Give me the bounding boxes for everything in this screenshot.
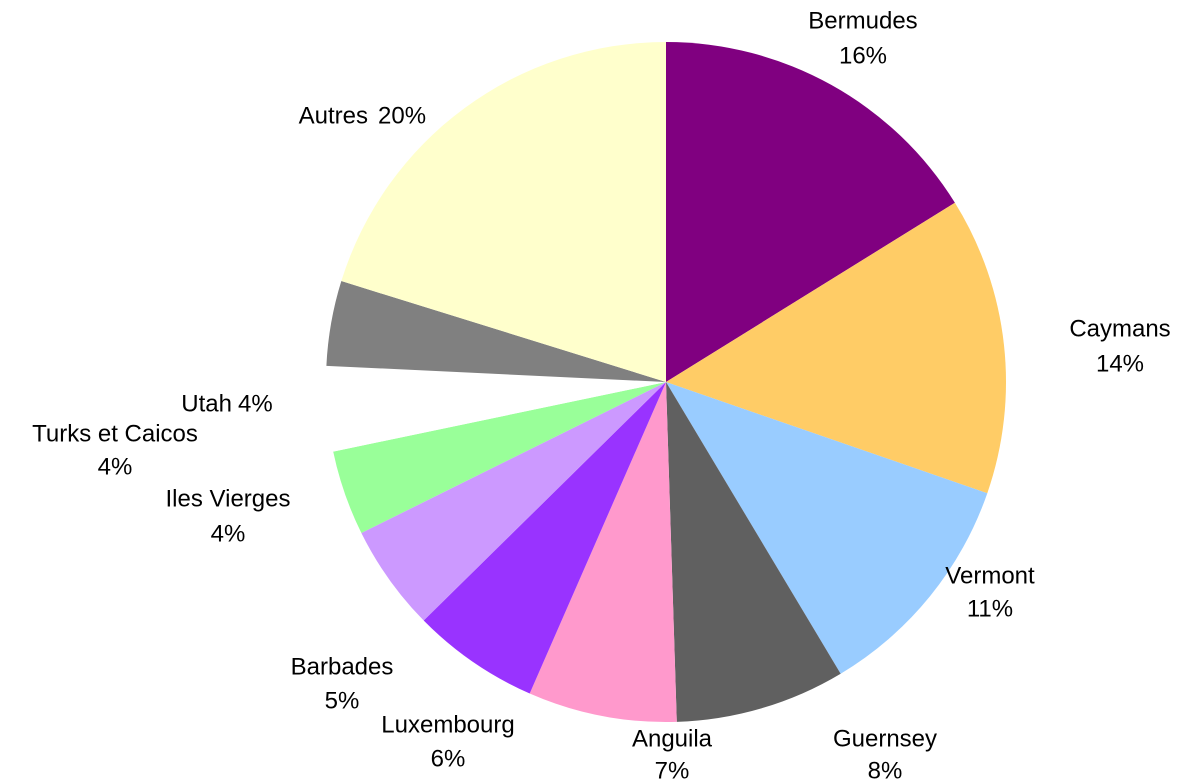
slice-value-label: 20% — [378, 102, 426, 129]
slice-label: Anguila — [632, 725, 713, 752]
slice-label: Iles Vierges — [166, 485, 291, 512]
pie-slice — [666, 382, 841, 722]
pie-slice — [361, 382, 666, 621]
pie-slice — [423, 382, 666, 694]
slice-label: Turks et Caicos — [32, 420, 198, 447]
slice-label: Caymans — [1069, 315, 1170, 342]
slice-label: Autres — [299, 102, 368, 129]
pie-slice — [333, 382, 666, 533]
pie-slice — [341, 42, 666, 382]
slice-value-label: 14% — [1096, 350, 1144, 377]
slice-label: Vermont — [945, 562, 1035, 589]
slice-value-label: 8% — [868, 757, 903, 782]
slice-value-label: 4% — [98, 453, 133, 480]
slice-value-label: 5% — [325, 687, 360, 714]
pie-slice — [325, 365, 666, 452]
slice-value-label: 4% — [211, 520, 246, 547]
slice-label: Luxembourg — [381, 711, 514, 738]
slice-value-label: 7% — [655, 757, 690, 782]
pie-slice — [326, 281, 666, 382]
slice-value-label: 16% — [839, 42, 887, 69]
slice-label: Bermudes — [808, 7, 917, 34]
slice-value-label: 11% — [967, 595, 1013, 622]
pie-slice — [666, 382, 988, 674]
slice-label: Barbades — [291, 653, 394, 680]
slice-value-label: 6% — [431, 745, 466, 772]
slice-label: Guernsey — [833, 725, 937, 752]
slice-label: Utah — [181, 390, 232, 417]
slice-value-label: 4% — [238, 390, 273, 417]
pie-slice — [666, 42, 955, 382]
pie-slice — [666, 202, 1006, 494]
pie-slice — [529, 382, 677, 722]
